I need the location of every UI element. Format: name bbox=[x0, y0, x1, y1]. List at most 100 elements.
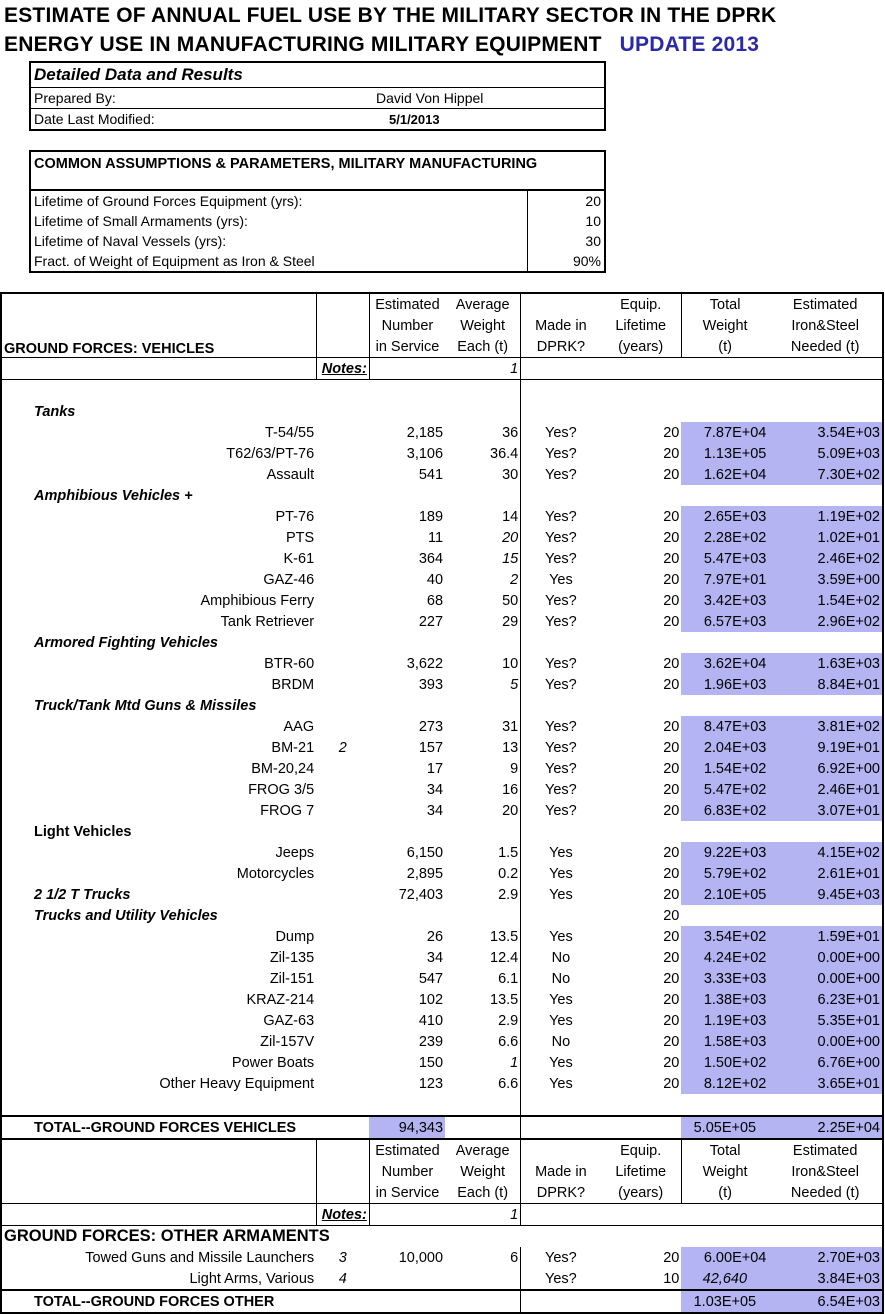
modified-label: Date Last Modified: bbox=[34, 111, 155, 127]
item-label: BTR-60 bbox=[264, 655, 315, 672]
column-header: Average bbox=[445, 1139, 522, 1161]
page-title: ESTIMATE OF ANNUAL FUEL USE BY THE MILIT… bbox=[4, 4, 777, 27]
spacer bbox=[316, 380, 369, 402]
made-in-dprk: No bbox=[551, 970, 571, 987]
average-weight: 16 bbox=[445, 779, 522, 800]
blank bbox=[445, 905, 522, 926]
equip-lifetime: 20 bbox=[663, 1054, 680, 1071]
column-header: Lifetime bbox=[600, 1161, 682, 1182]
made-in-dprk: Yes? bbox=[545, 1249, 577, 1266]
column-header: Equip. bbox=[600, 292, 682, 315]
header-blank bbox=[1, 315, 316, 336]
prepared-label: Prepared By: bbox=[30, 87, 373, 109]
subtitle-text: ENERGY USE IN MANUFACTURING MILITARY EQU… bbox=[4, 33, 602, 56]
assumption-row: Lifetime of Naval Vessels (yrs): 30 bbox=[30, 231, 605, 251]
average-weight: 13.5 bbox=[445, 989, 522, 1010]
item-label: PTS bbox=[285, 529, 315, 546]
category-label: Amphibious Vehicles + bbox=[34, 487, 193, 504]
item-label: Motorcycles bbox=[236, 865, 315, 882]
made-in-dprk: Yes? bbox=[545, 613, 577, 630]
equip-lifetime: 20 bbox=[663, 1033, 680, 1050]
note-ref bbox=[316, 1010, 369, 1031]
note-ref bbox=[316, 569, 369, 590]
average-weight: 6.1 bbox=[445, 968, 522, 989]
total-weight: 6.00E+04 bbox=[681, 1247, 769, 1268]
note-ref bbox=[316, 590, 369, 611]
blank bbox=[445, 1115, 522, 1140]
item-label: FROG 7 bbox=[260, 802, 315, 819]
number-in-service: 227 bbox=[418, 613, 444, 630]
table-row: K-61 364 15 Yes? 20 5.47E+03 2.46E+02 bbox=[1, 548, 883, 569]
number-in-service: 3,106 bbox=[406, 445, 444, 462]
total-iron: 2.25E+04 bbox=[768, 1115, 883, 1140]
total-weight: 3.54E+02 bbox=[681, 926, 769, 947]
iron-steel-needed: 3.07E+01 bbox=[768, 800, 883, 821]
made-in-dprk: Yes bbox=[549, 1075, 573, 1092]
notes-label: Notes: bbox=[315, 357, 370, 380]
equip-lifetime: 20 bbox=[663, 886, 680, 903]
iron-steel-needed: 2.96E+02 bbox=[768, 611, 883, 632]
blank bbox=[445, 821, 522, 842]
table-row: FROG 7 34 20 Yes? 20 6.83E+02 3.07E+01 bbox=[1, 800, 883, 821]
assumptions-heading: COMMON ASSUMPTIONS & PARAMETERS, MILITAR… bbox=[30, 151, 605, 191]
iron-steel-needed: 0.00E+00 bbox=[768, 968, 883, 989]
header-blank bbox=[1, 1161, 316, 1182]
average-weight bbox=[445, 1268, 522, 1290]
assumption-value: 20 bbox=[527, 190, 605, 211]
note-ref bbox=[316, 674, 369, 695]
equip-lifetime: 20 bbox=[663, 718, 680, 735]
equip-lifetime bbox=[601, 632, 682, 653]
table-row: Motorcycles 2,895 0.2 Yes 20 5.79E+02 2.61E+01 bbox=[1, 863, 883, 884]
table-row: PTS 11 20 Yes? 20 2.28E+02 1.02E+01 bbox=[1, 527, 883, 548]
iron-steel-needed: 1.59E+01 bbox=[768, 926, 883, 947]
blank bbox=[681, 905, 768, 926]
notes-blank bbox=[369, 1203, 446, 1226]
header-note-col bbox=[315, 1182, 370, 1204]
total-weight: 1.58E+03 bbox=[681, 1031, 769, 1052]
equip-lifetime: 20 bbox=[663, 802, 680, 819]
number-in-service: 2,185 bbox=[406, 424, 444, 441]
number-in-service bbox=[369, 1268, 445, 1290]
total-weight: 2.04E+03 bbox=[681, 737, 769, 758]
column-header: Equip. bbox=[600, 1139, 682, 1161]
spacer bbox=[601, 1094, 682, 1116]
section-row: GROUND FORCES: OTHER ARMAMENTS bbox=[1, 1226, 883, 1248]
total-weight: 3.33E+03 bbox=[681, 968, 769, 989]
category-label: Armored Fighting Vehicles bbox=[34, 634, 218, 651]
equip-lifetime: 20 bbox=[663, 676, 680, 693]
equip-lifetime: 20 bbox=[663, 466, 680, 483]
equip-lifetime: 20 bbox=[663, 424, 680, 441]
item-label: Zil-135 bbox=[269, 949, 315, 966]
details-heading: Detailed Data and Results bbox=[30, 62, 605, 88]
made-in-dprk: Yes? bbox=[545, 781, 577, 798]
notes-blank bbox=[681, 1203, 769, 1226]
average-weight: 1.5 bbox=[445, 842, 522, 863]
made-in-dprk: Yes? bbox=[545, 508, 577, 525]
note-ref: 3 bbox=[338, 1249, 347, 1266]
column-header: (t) bbox=[681, 1182, 769, 1204]
note-ref bbox=[316, 863, 369, 884]
item-label: Tank Retriever bbox=[220, 613, 315, 630]
notes-blank bbox=[768, 1203, 883, 1226]
header-blank bbox=[1, 1182, 317, 1204]
average-weight: 13 bbox=[445, 737, 522, 758]
notes-blank bbox=[520, 357, 601, 380]
made-in-dprk: Yes? bbox=[545, 802, 577, 819]
total-weight: 1.54E+02 bbox=[681, 758, 769, 779]
item-label: Zil-157V bbox=[260, 1033, 315, 1050]
spacer bbox=[521, 1094, 601, 1116]
item-label: T-54/55 bbox=[264, 424, 315, 441]
notes-blank bbox=[520, 1203, 601, 1226]
header-row: Estimated Average Equip. Total Estimated bbox=[1, 292, 883, 315]
average-weight: 31 bbox=[445, 716, 522, 737]
assumption-value: 30 bbox=[527, 231, 605, 251]
iron-steel-needed: 3.81E+02 bbox=[768, 716, 883, 737]
table-row: PT-76 189 14 Yes? 20 2.65E+03 1.19E+02 bbox=[1, 506, 883, 527]
iron-steel-needed: 4.15E+02 bbox=[768, 842, 883, 863]
made-in-dprk: Yes? bbox=[545, 529, 577, 546]
equip-lifetime: 20 bbox=[663, 1075, 680, 1092]
header-blank bbox=[1, 1139, 316, 1161]
iron-steel-needed: 5.35E+01 bbox=[768, 1010, 883, 1031]
equip-lifetime: 20 bbox=[663, 907, 680, 924]
total-weight: 2.10E+05 bbox=[681, 884, 769, 905]
